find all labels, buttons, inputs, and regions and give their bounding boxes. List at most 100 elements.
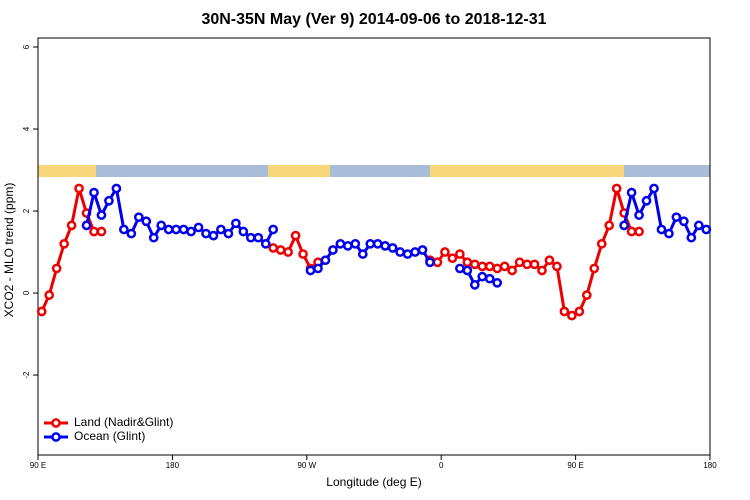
data-point xyxy=(604,220,615,231)
data-point xyxy=(455,249,465,259)
data-point xyxy=(589,263,600,274)
surface-strip xyxy=(38,165,710,177)
data-point xyxy=(74,183,84,194)
data-point xyxy=(537,265,547,276)
data-point xyxy=(275,245,286,255)
y-axis-label: XCO2 - MLO trend (ppm) xyxy=(2,183,16,318)
y-tick-label: 0 xyxy=(22,290,31,295)
data-point xyxy=(492,263,503,274)
data-point xyxy=(357,249,368,259)
x-tick-label: 90 W xyxy=(297,461,316,470)
data-point xyxy=(89,226,99,237)
data-point xyxy=(141,216,152,227)
data-point xyxy=(268,224,279,235)
data-point xyxy=(417,245,428,255)
data-point xyxy=(245,232,256,243)
data-point xyxy=(596,238,607,249)
data-point xyxy=(559,306,570,317)
data-point xyxy=(238,226,249,237)
data-point xyxy=(36,306,47,317)
x-tick-label: 90 E xyxy=(30,461,46,470)
y-tick-label: 2 xyxy=(22,208,31,213)
data-point xyxy=(171,224,181,235)
data-point xyxy=(671,212,682,223)
data-point xyxy=(432,257,443,268)
data-point xyxy=(51,263,62,274)
data-point xyxy=(283,247,293,257)
data-point xyxy=(634,210,644,220)
data-point xyxy=(619,220,629,231)
data-point xyxy=(178,224,189,235)
data-point xyxy=(455,263,465,274)
data-point xyxy=(529,259,540,270)
series-line xyxy=(40,188,640,318)
data-point xyxy=(686,232,697,243)
data-point xyxy=(462,257,473,268)
data-point xyxy=(119,224,129,235)
data-point xyxy=(96,226,107,237)
data-point xyxy=(216,224,226,235)
data-point xyxy=(305,265,316,276)
legend-label: Land (Nadir&Glint) xyxy=(74,415,173,429)
data-point xyxy=(477,261,488,272)
data-point xyxy=(193,222,204,233)
data-point xyxy=(484,261,495,272)
data-point xyxy=(343,241,353,251)
data-point xyxy=(611,183,622,194)
data-point xyxy=(298,249,308,259)
data-point xyxy=(268,243,279,253)
land-strip xyxy=(268,165,330,177)
data-point xyxy=(477,271,488,282)
data-point xyxy=(350,238,361,249)
legend-marker xyxy=(51,418,61,428)
x-tick-label: 90 E xyxy=(567,461,583,470)
data-point xyxy=(641,195,652,206)
data-point xyxy=(44,290,55,300)
data-point xyxy=(126,228,137,239)
data-point xyxy=(469,279,480,290)
data-point xyxy=(649,183,659,194)
data-point xyxy=(679,216,689,227)
data-point xyxy=(387,243,398,253)
data-point xyxy=(96,210,107,220)
data-point xyxy=(522,259,532,270)
plot-frame xyxy=(37,37,711,456)
data-point xyxy=(260,238,271,249)
data-point xyxy=(372,238,383,249)
data-point xyxy=(335,238,346,249)
data-point xyxy=(462,265,473,276)
data-point xyxy=(544,255,555,266)
x-tick-label: 180 xyxy=(703,461,717,470)
y-tick-label: 6 xyxy=(22,44,31,49)
data-point xyxy=(133,212,144,223)
data-point xyxy=(492,277,503,288)
x-tick-label: 0 xyxy=(439,461,444,470)
data-point xyxy=(440,247,450,257)
data-point xyxy=(425,257,435,268)
data-point xyxy=(163,224,174,235)
data-point xyxy=(484,273,495,284)
data-point xyxy=(253,232,264,243)
data-point xyxy=(447,253,458,264)
data-point xyxy=(328,245,338,255)
data-point xyxy=(469,259,480,270)
data-point xyxy=(395,247,405,257)
data-point xyxy=(634,226,644,237)
chart-title: 30N-35N May (Ver 9) 2014-09-06 to 2018-1… xyxy=(201,11,546,28)
data-point xyxy=(290,230,301,241)
data-point xyxy=(626,187,637,198)
data-point xyxy=(201,228,211,239)
data-point xyxy=(701,224,712,235)
data-point xyxy=(89,187,99,198)
legend-label: Ocean (Glint) xyxy=(74,429,145,443)
data-point xyxy=(410,247,420,257)
data-point xyxy=(574,306,585,317)
data-point xyxy=(626,226,637,237)
data-point xyxy=(567,310,577,321)
legend-marker xyxy=(51,432,61,442)
land-strip xyxy=(430,165,624,177)
data-point xyxy=(104,195,114,206)
data-point xyxy=(656,224,667,235)
land-strip xyxy=(38,165,96,177)
